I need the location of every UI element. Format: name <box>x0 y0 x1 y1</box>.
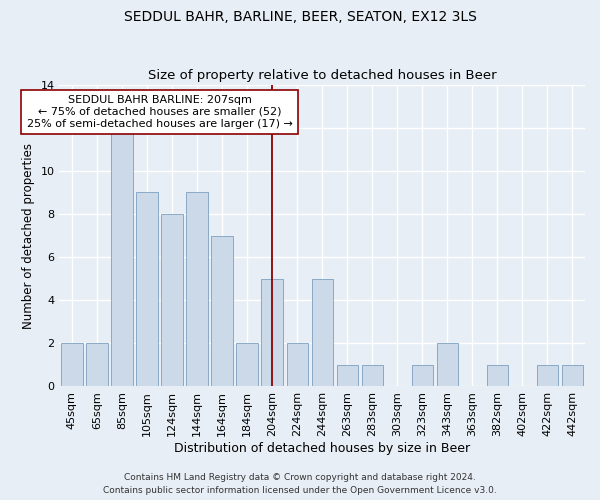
Text: Contains HM Land Registry data © Crown copyright and database right 2024.
Contai: Contains HM Land Registry data © Crown c… <box>103 474 497 495</box>
Title: Size of property relative to detached houses in Beer: Size of property relative to detached ho… <box>148 69 496 82</box>
Bar <box>287 344 308 386</box>
Bar <box>86 344 107 386</box>
Bar <box>412 365 433 386</box>
Bar <box>211 236 233 386</box>
Bar <box>337 365 358 386</box>
Bar <box>487 365 508 386</box>
Bar <box>136 192 158 386</box>
Bar <box>537 365 558 386</box>
Bar <box>362 365 383 386</box>
Text: SEDDUL BAHR BARLINE: 207sqm
← 75% of detached houses are smaller (52)
25% of sem: SEDDUL BAHR BARLINE: 207sqm ← 75% of det… <box>26 96 292 128</box>
X-axis label: Distribution of detached houses by size in Beer: Distribution of detached houses by size … <box>174 442 470 455</box>
Bar <box>61 344 83 386</box>
Bar <box>236 344 258 386</box>
Bar <box>262 278 283 386</box>
Y-axis label: Number of detached properties: Number of detached properties <box>22 142 35 328</box>
Bar <box>562 365 583 386</box>
Bar <box>187 192 208 386</box>
Bar <box>311 278 333 386</box>
Bar <box>161 214 182 386</box>
Bar <box>112 128 133 386</box>
Text: SEDDUL BAHR, BARLINE, BEER, SEATON, EX12 3LS: SEDDUL BAHR, BARLINE, BEER, SEATON, EX12… <box>124 10 476 24</box>
Bar <box>437 344 458 386</box>
